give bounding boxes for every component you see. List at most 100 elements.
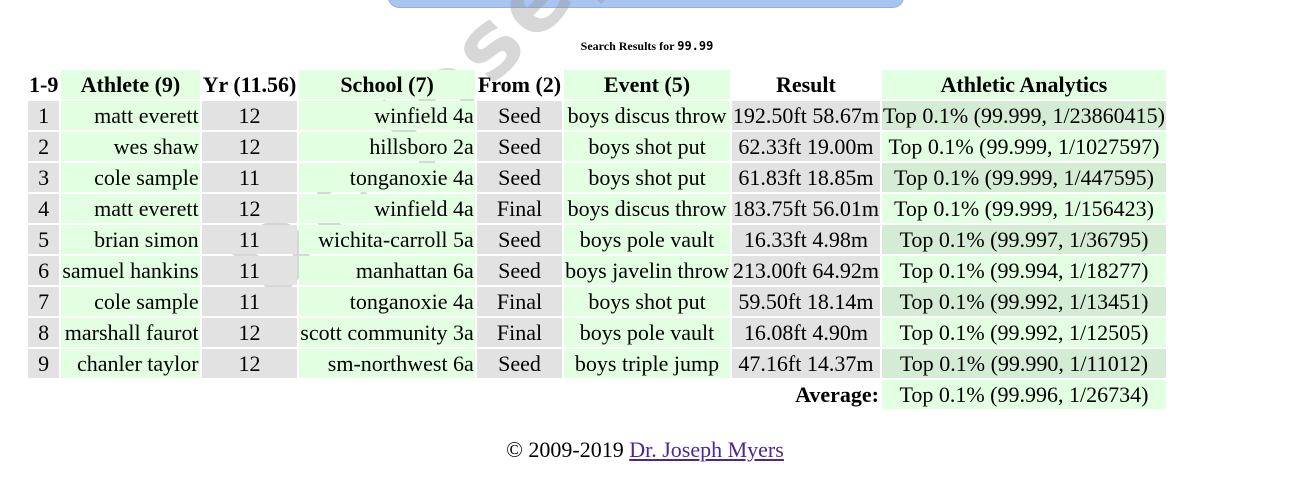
cell-event: boys discus throw xyxy=(564,101,730,130)
search-query: 99.99 xyxy=(677,39,714,53)
cell-from: Seed xyxy=(476,225,563,254)
cell-from: Seed xyxy=(476,132,563,161)
cell-yr: 11 xyxy=(201,163,298,192)
cell-yr: 12 xyxy=(201,194,298,223)
cell-event: boys shot put xyxy=(564,287,730,316)
cell-athlete: brian simon xyxy=(61,225,200,254)
col-header-rank[interactable]: 1-9 xyxy=(29,72,59,97)
cell-yr: 11 xyxy=(201,287,298,316)
cell-school: scott community 3a xyxy=(299,318,475,347)
cell-from: Seed xyxy=(476,163,563,192)
cell-rank: 8 xyxy=(28,318,60,347)
cell-event: boys shot put xyxy=(564,163,730,192)
cell-analytics: Top 0.1% (99.999, 1/156423) xyxy=(881,194,1166,223)
cell-result: 59.50ft 18.14m xyxy=(731,287,880,316)
col-header-yr[interactable]: Yr (11.56) xyxy=(202,72,297,97)
cell-athlete: cole sample xyxy=(61,287,200,316)
cell-rank: 4 xyxy=(28,194,60,223)
cell-analytics: Top 0.1% (99.999, 1/23860415) xyxy=(881,101,1166,130)
cell-from: Final xyxy=(476,287,563,316)
table-row: 4 matt everett 12 winfield 4a Final boys disc… xyxy=(28,194,1166,223)
table-header-row: 1-9 Athlete (9) Yr (11.56) School (7) Fr… xyxy=(28,70,1166,99)
cell-rank: 3 xyxy=(28,163,60,192)
results-table: 1-9 Athlete (9) Yr (11.56) School (7) Fr… xyxy=(26,68,1168,411)
cell-from: Seed xyxy=(476,101,563,130)
cell-event: boys javelin throw xyxy=(564,256,730,285)
table-row: 9 chanler taylor 12 sm-northwest 6a Seed boys… xyxy=(28,349,1166,378)
cell-athlete: matt everett xyxy=(61,101,200,130)
cell-athlete: marshall faurot xyxy=(61,318,200,347)
cell-result: 183.75ft 56.01m xyxy=(731,194,880,223)
cell-yr: 12 xyxy=(201,318,298,347)
cell-analytics: Top 0.1% (99.994, 1/18277) xyxy=(881,256,1166,285)
cell-result: 61.83ft 18.85m xyxy=(731,163,880,192)
cell-school: tonganoxie 4a xyxy=(299,287,475,316)
table-row: 8 marshall faurot 12 scott community 3a Fina… xyxy=(28,318,1166,347)
col-header-athlete[interactable]: Athlete (9) xyxy=(61,70,200,99)
cell-from: Final xyxy=(476,194,563,223)
cell-athlete: samuel hankins xyxy=(61,256,200,285)
table-row: 6 samuel hankins 11 manhattan 6a Seed boys ja… xyxy=(28,256,1166,285)
col-header-school[interactable]: School (7) xyxy=(299,70,475,99)
cell-analytics: Top 0.1% (99.992, 1/12505) xyxy=(881,318,1166,347)
cell-rank: 6 xyxy=(28,256,60,285)
col-header-from[interactable]: From (2) xyxy=(477,72,562,97)
cell-athlete: chanler taylor xyxy=(61,349,200,378)
copyright-text: © 2009-2019 xyxy=(506,437,624,462)
cell-analytics: Top 0.1% (99.990, 1/11012) xyxy=(881,349,1166,378)
cell-event: boys pole vault xyxy=(564,318,730,347)
cell-result: 62.33ft 19.00m xyxy=(731,132,880,161)
cell-rank: 5 xyxy=(28,225,60,254)
cell-result: 47.16ft 14.37m xyxy=(731,349,880,378)
search-results-heading: Search Results for 99.99 xyxy=(0,39,1294,54)
cell-school: tonganoxie 4a xyxy=(299,163,475,192)
table-row: 2 wes shaw 12 hillsboro 2a Seed boys shot put… xyxy=(28,132,1166,161)
col-header-analytics[interactable]: Athletic Analytics xyxy=(881,70,1166,99)
col-header-event[interactable]: Event (5) xyxy=(564,70,730,99)
table-row: 5 brian simon 11 wichita-carroll 5a Seed boys… xyxy=(28,225,1166,254)
cell-athlete: wes shaw xyxy=(61,132,200,161)
cell-rank: 2 xyxy=(28,132,60,161)
cell-school: winfield 4a xyxy=(299,194,475,223)
cell-event: boys pole vault xyxy=(564,225,730,254)
cell-rank: 1 xyxy=(28,101,60,130)
cell-yr: 11 xyxy=(201,225,298,254)
cell-event: boys shot put xyxy=(564,132,730,161)
cell-athlete: matt everett xyxy=(61,194,200,223)
cell-school: wichita-carroll 5a xyxy=(299,225,475,254)
cell-from: Seed xyxy=(476,256,563,285)
average-value: Top 0.1% (99.996, 1/26734) xyxy=(881,380,1166,409)
average-row: Average: Top 0.1% (99.996, 1/26734) xyxy=(28,380,1166,409)
cell-school: manhattan 6a xyxy=(299,256,475,285)
cell-event: boys discus throw xyxy=(564,194,730,223)
cell-yr: 11 xyxy=(201,256,298,285)
cell-result: 16.33ft 4.98m xyxy=(731,225,880,254)
cell-result: 213.00ft 64.92m xyxy=(731,256,880,285)
cell-analytics: Top 0.1% (99.992, 1/13451) xyxy=(881,287,1166,316)
table-row: 1 matt everett 12 winfield 4a Seed boys discu… xyxy=(28,101,1166,130)
cell-analytics: Top 0.1% (99.999, 1/1027597) xyxy=(881,132,1166,161)
search-results-label: Search Results for xyxy=(580,39,675,53)
cell-analytics: Top 0.1% (99.997, 1/36795) xyxy=(881,225,1166,254)
cell-yr: 12 xyxy=(201,349,298,378)
cell-rank: 9 xyxy=(28,349,60,378)
cell-athlete: cole sample xyxy=(61,163,200,192)
cell-rank: 7 xyxy=(28,287,60,316)
cell-school: winfield 4a xyxy=(299,101,475,130)
table-row: 7 cole sample 11 tonganoxie 4a Final boys sho… xyxy=(28,287,1166,316)
cell-school: hillsboro 2a xyxy=(299,132,475,161)
author-link[interactable]: Dr. Joseph Myers xyxy=(629,437,784,462)
col-header-result[interactable]: Result xyxy=(775,72,836,97)
cell-yr: 12 xyxy=(201,132,298,161)
cell-school: sm-northwest 6a xyxy=(299,349,475,378)
top-search-bar xyxy=(388,0,904,8)
average-label: Average: xyxy=(795,382,879,407)
footer: © 2009-2019 Dr. Joseph Myers xyxy=(0,437,1290,463)
cell-from: Seed xyxy=(476,349,563,378)
cell-from: Final xyxy=(476,318,563,347)
cell-analytics: Top 0.1% (99.999, 1/447595) xyxy=(881,163,1166,192)
cell-result: 192.50ft 58.67m xyxy=(731,101,880,130)
cell-event: boys triple jump xyxy=(564,349,730,378)
cell-result: 16.08ft 4.90m xyxy=(731,318,880,347)
table-row: 3 cole sample 11 tonganoxie 4a Seed boys shot… xyxy=(28,163,1166,192)
